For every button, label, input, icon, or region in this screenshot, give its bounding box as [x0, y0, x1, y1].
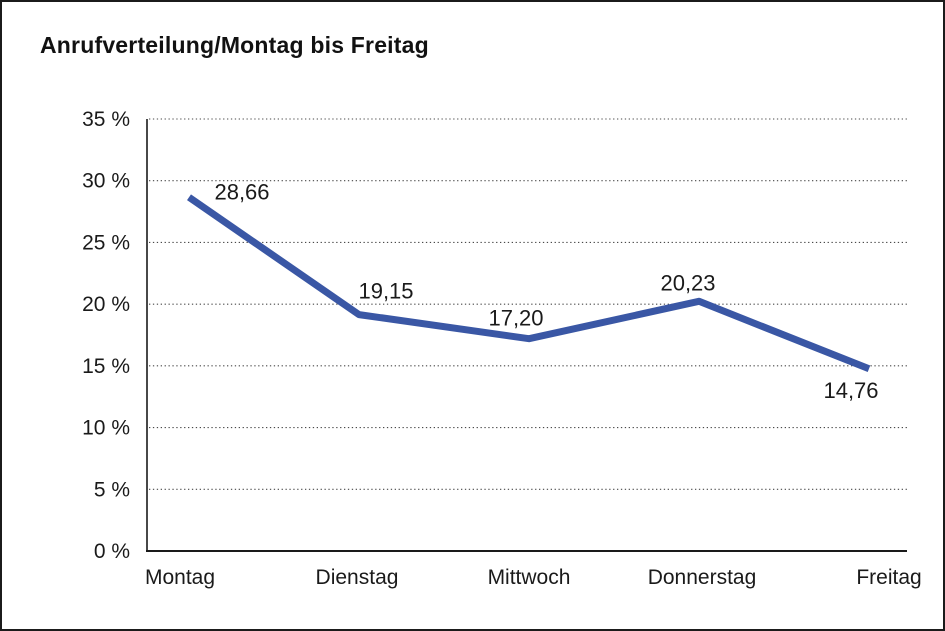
x-category-label: Dienstag [316, 566, 399, 589]
y-tick-label: 5 % [94, 478, 130, 501]
y-tick-label: 0 % [94, 540, 130, 563]
x-category-label: Mittwoch [488, 566, 571, 589]
x-category-label: Freitag [856, 566, 921, 589]
y-tick-label: 25 % [82, 231, 130, 254]
y-tick-label: 20 % [82, 293, 130, 316]
y-tick-label: 30 % [82, 170, 130, 193]
y-tick-label: 15 % [82, 355, 130, 378]
x-category-label: Donnerstag [648, 566, 757, 589]
data-point-label: 14,76 [823, 378, 878, 403]
data-line-series [187, 194, 871, 373]
data-point-label: 17,20 [488, 306, 543, 331]
chart-title: Anrufverteilung/Montag bis Freitag [40, 32, 429, 58]
y-tick-label: 35 % [82, 108, 130, 131]
data-point-label: 19,15 [358, 279, 413, 304]
data-point-label: 20,23 [660, 270, 715, 295]
y-tick-label: 10 % [82, 417, 130, 440]
data-point-label: 28,66 [214, 179, 269, 204]
x-category-label: Montag [145, 566, 215, 589]
